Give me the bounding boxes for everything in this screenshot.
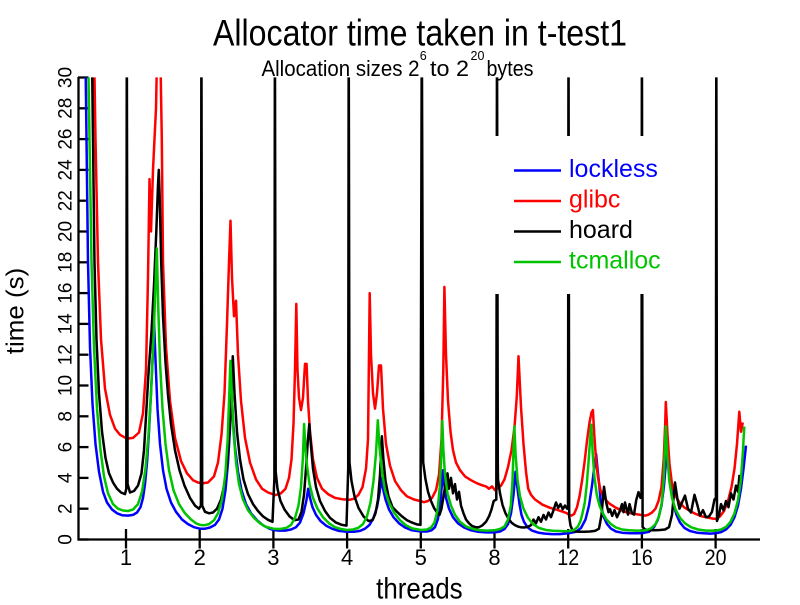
svg-text:26: 26 <box>56 129 77 150</box>
svg-text:4: 4 <box>56 472 77 483</box>
svg-text:16: 16 <box>631 545 653 570</box>
svg-text:20: 20 <box>705 545 727 570</box>
svg-text:0: 0 <box>56 534 77 545</box>
svg-text:6: 6 <box>56 442 77 453</box>
svg-text:glibc: glibc <box>569 186 620 214</box>
svg-text:bytes: bytes <box>487 56 534 81</box>
svg-text:4: 4 <box>341 545 353 570</box>
svg-text:threads: threads <box>376 573 463 601</box>
svg-text:20: 20 <box>471 49 485 63</box>
svg-text:to 2: to 2 <box>430 56 469 81</box>
svg-text:2: 2 <box>56 503 77 514</box>
svg-text:10: 10 <box>56 375 77 396</box>
svg-text:2: 2 <box>194 545 206 570</box>
svg-text:lockless: lockless <box>569 155 658 183</box>
svg-text:30: 30 <box>56 67 77 88</box>
svg-text:1: 1 <box>120 545 132 570</box>
svg-text:12: 12 <box>56 344 77 365</box>
svg-text:5: 5 <box>415 545 427 570</box>
svg-text:18: 18 <box>56 252 77 273</box>
svg-text:tcmalloc: tcmalloc <box>569 247 661 275</box>
svg-text:8: 8 <box>488 545 500 570</box>
svg-text:24: 24 <box>56 159 77 181</box>
svg-text:28: 28 <box>56 98 77 119</box>
svg-text:Allocation sizes 2: Allocation sizes 2 <box>262 56 420 81</box>
svg-text:6: 6 <box>420 49 427 63</box>
svg-text:12: 12 <box>557 545 579 570</box>
svg-text:8: 8 <box>56 411 77 422</box>
svg-text:14: 14 <box>56 313 77 335</box>
svg-text:time (s): time (s) <box>2 268 30 355</box>
svg-text:22: 22 <box>56 190 77 211</box>
svg-text:20: 20 <box>56 221 77 242</box>
svg-text:hoard: hoard <box>569 216 633 244</box>
svg-text:16: 16 <box>56 283 77 304</box>
svg-text:Allocator time taken in t-test: Allocator time taken in t-test1 <box>213 13 627 54</box>
svg-text:3: 3 <box>267 545 279 570</box>
